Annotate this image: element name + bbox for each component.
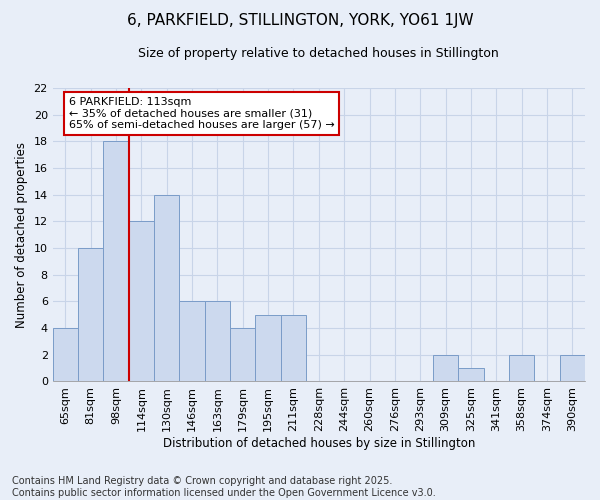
Text: 6 PARKFIELD: 113sqm
← 35% of detached houses are smaller (31)
65% of semi-detach: 6 PARKFIELD: 113sqm ← 35% of detached ho… (68, 97, 334, 130)
Bar (205, 302, 230, 382)
Bar (509, 355, 535, 382)
Bar (78, 248, 103, 382)
Bar (129, 222, 154, 382)
Bar (281, 315, 306, 382)
Bar (154, 194, 179, 382)
Bar (179, 302, 205, 382)
Y-axis label: Number of detached properties: Number of detached properties (15, 142, 28, 328)
Bar (256, 315, 281, 382)
Bar (560, 355, 585, 382)
X-axis label: Distribution of detached houses by size in Stillington: Distribution of detached houses by size … (163, 437, 475, 450)
Text: Contains HM Land Registry data © Crown copyright and database right 2025.
Contai: Contains HM Land Registry data © Crown c… (12, 476, 436, 498)
Bar (458, 368, 484, 382)
Bar (53, 328, 78, 382)
Text: 6, PARKFIELD, STILLINGTON, YORK, YO61 1JW: 6, PARKFIELD, STILLINGTON, YORK, YO61 1J… (127, 12, 473, 28)
Title: Size of property relative to detached houses in Stillington: Size of property relative to detached ho… (139, 48, 499, 60)
Bar (433, 355, 458, 382)
Bar (103, 142, 129, 382)
Bar (230, 328, 256, 382)
